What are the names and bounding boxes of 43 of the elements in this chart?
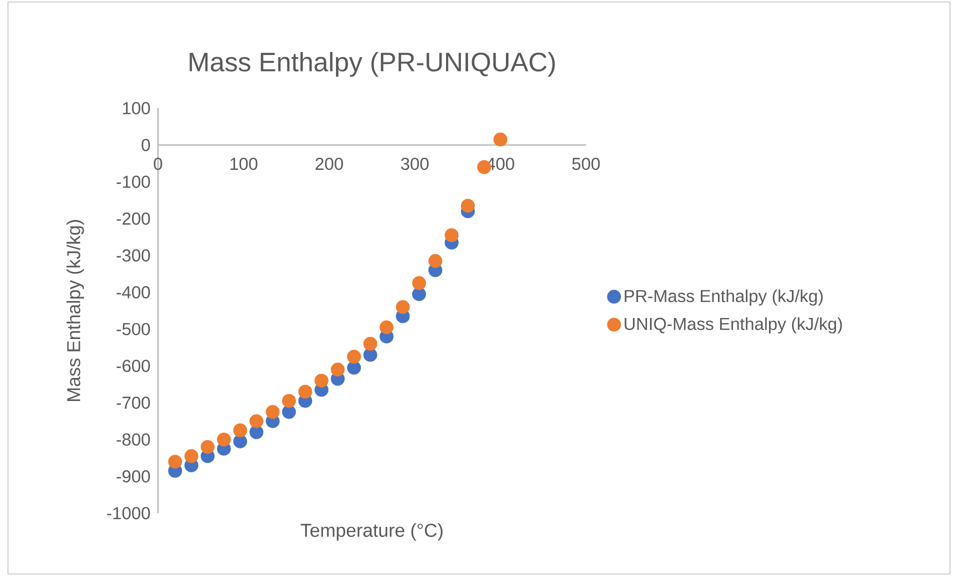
point: [444, 228, 459, 242]
point: [347, 350, 361, 364]
point: [233, 423, 248, 438]
point: [250, 414, 264, 428]
y-tick-label: 100: [123, 102, 150, 114]
y-tick-label: -800: [116, 433, 150, 446]
point: [363, 336, 378, 351]
point: [330, 362, 345, 377]
point: [200, 440, 215, 454]
x-tick-label: 0: [154, 158, 162, 170]
point: [282, 394, 296, 408]
y-tick-label: 0: [142, 138, 150, 152]
y-tick-label: -600: [116, 360, 150, 372]
y-tick-label: -200: [116, 212, 150, 225]
x-tick-label: 300: [401, 158, 429, 170]
y-tick-label: -700: [116, 396, 150, 409]
y-tick-label: -500: [116, 322, 150, 336]
x-axis-title: Temperature (°C): [300, 523, 442, 541]
y-tick-label: -300: [116, 249, 150, 262]
y-tick-label: -100: [116, 176, 150, 188]
x-tick-label: 500: [572, 158, 600, 170]
point: [428, 254, 442, 268]
point: [412, 276, 426, 290]
x-tick-label: 200: [316, 158, 343, 170]
legend-label: UNIQ-Mass Enthalpy (kJ/kg): [624, 317, 842, 334]
point: [216, 432, 231, 446]
point: [460, 198, 475, 213]
y-tick-label: -1000: [107, 507, 150, 520]
y-axis-title: Mass Enthalpy (kJ/kg): [66, 220, 84, 401]
point: [412, 287, 426, 302]
x-tick-label: 100: [230, 158, 258, 170]
point: [396, 300, 410, 314]
point: [266, 404, 280, 419]
point: [380, 320, 394, 334]
point: [493, 132, 508, 146]
point: [184, 449, 198, 464]
point: [298, 384, 312, 399]
point: [168, 454, 182, 469]
chart-title: Mass Enthalpy (PR-UNIQUAC): [190, 52, 555, 77]
y-tick-label: -900: [116, 470, 150, 482]
legend-label: PR-Mass Enthalpy (kJ/kg): [624, 289, 823, 306]
y-tick-label: -400: [116, 286, 150, 298]
point: [314, 374, 328, 388]
